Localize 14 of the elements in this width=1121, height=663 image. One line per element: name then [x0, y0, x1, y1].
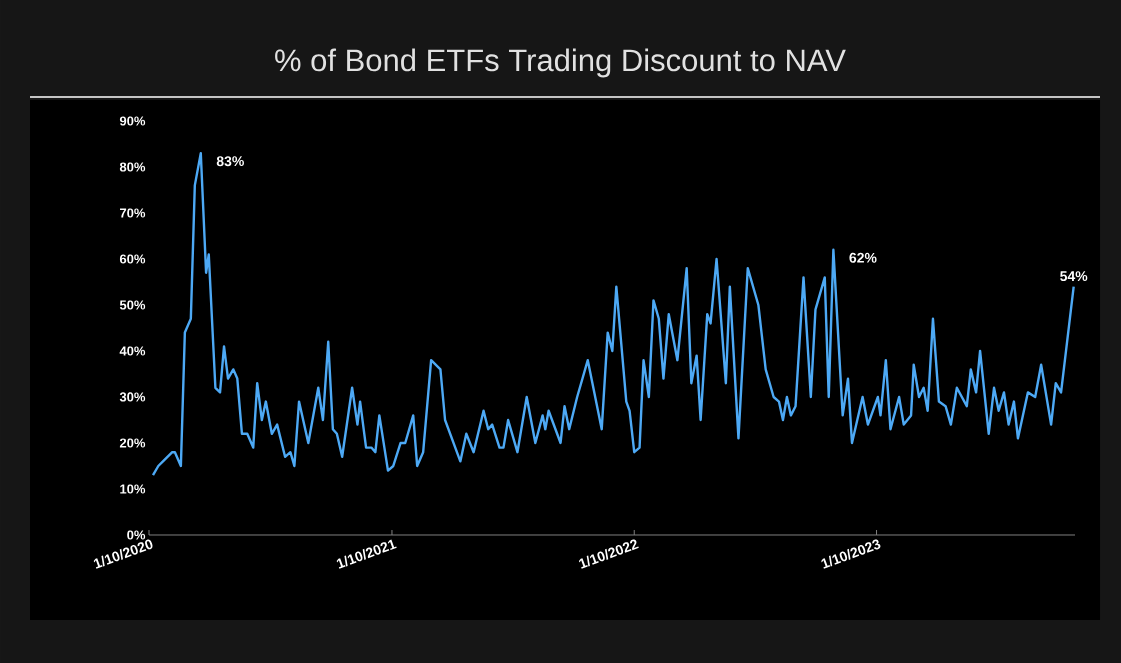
annotation: 83% — [216, 156, 244, 167]
y-tick-label: 30% — [119, 392, 146, 402]
annotation: 62% — [849, 252, 877, 263]
y-tick-label: 90% — [119, 116, 146, 126]
y-tick-label: 60% — [119, 254, 146, 264]
chart-title: % of Bond ETFs Trading Discount to NAV — [275, 48, 846, 78]
y-tick-label: 20% — [119, 438, 146, 448]
y-tick-label: 80% — [119, 162, 146, 172]
y-tick-label: 70% — [120, 208, 146, 218]
y-tick-label: 50% — [119, 300, 146, 310]
y-tick-label: 0% — [127, 530, 146, 540]
y-tick-label: 40% — [119, 346, 146, 356]
annotation: 54% — [1060, 271, 1088, 282]
y-tick-label: 10% — [120, 484, 146, 494]
